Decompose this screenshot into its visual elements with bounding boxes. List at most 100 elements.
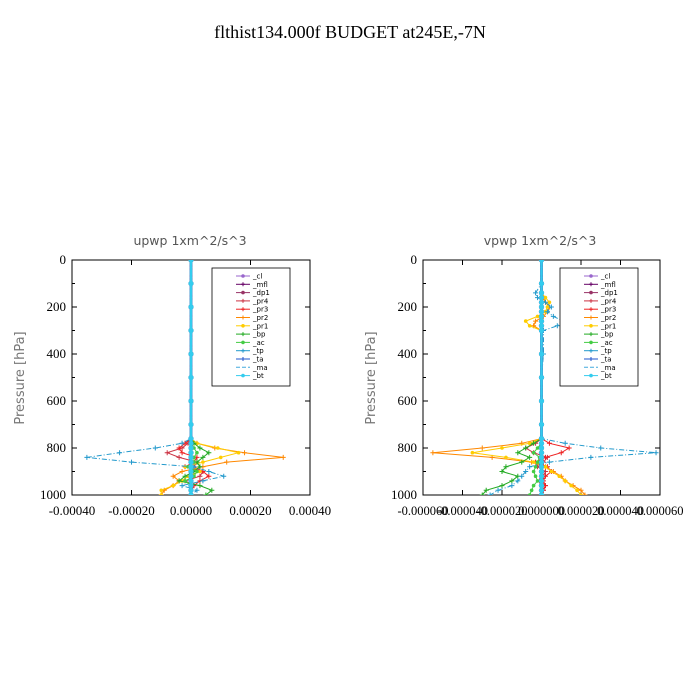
vpwp-series-bp-point <box>519 459 525 465</box>
upwp-series-pr2-point <box>224 459 230 465</box>
vpwp-series-pr1-point <box>470 450 475 455</box>
vpwp-series-tp-point <box>598 445 604 451</box>
legend-marker-pr1 <box>589 324 593 328</box>
vpwp-series-bt-point <box>538 436 545 442</box>
vpwp-xtick-label: 0.000060 <box>637 504 684 518</box>
vpwp-series-bt-point <box>538 374 545 381</box>
legend-label-pr3: _pr3 <box>252 306 268 314</box>
legend-marker-ac <box>241 340 245 345</box>
upwp-series-group <box>84 260 286 495</box>
legend-label-pr3: _pr3 <box>600 306 616 314</box>
vpwp-series-group <box>430 260 659 495</box>
upwp-series-pr1-point <box>198 469 202 474</box>
vpwp-series-tp-point <box>548 304 554 310</box>
vpwp-series-pr1-point <box>527 324 532 328</box>
upwp-series-tp-point <box>152 445 158 451</box>
vpwp-series-tp-point <box>562 440 568 446</box>
upwp-ytick-label: 600 <box>47 393 67 408</box>
vpwp-series-bt-point <box>538 492 545 495</box>
upwp-series-bt-point <box>188 483 194 489</box>
upwp-series-bt-point <box>188 304 194 310</box>
vpwp-series-bt-point <box>538 487 545 493</box>
vpwp-series-tp-line <box>489 260 657 495</box>
vpwp-series-bt-point <box>538 299 545 305</box>
legend-label-bp: _bp <box>600 331 614 339</box>
legend-label-tp: _tp <box>600 347 612 355</box>
upwp-ylabel: Pressure [hPa] <box>13 331 28 424</box>
legend-marker-bp <box>241 332 245 337</box>
vpwp-series-tp-point <box>550 313 556 319</box>
upwp-series-pr4-point <box>164 450 170 456</box>
vpwp-xtick-label: 0.000040 <box>597 504 644 518</box>
legend-label-pr4: _pr4 <box>252 297 269 305</box>
vpwp-ytick-label: 200 <box>398 299 418 314</box>
vpwp-series-ac-point <box>535 479 540 483</box>
upwp-series-bp-point <box>206 450 212 456</box>
vpwp-series-ac-point <box>535 460 540 464</box>
vpwp-ytick-label: 0 <box>411 252 418 267</box>
vpwp-legend-box <box>559 267 639 387</box>
vpwp-series-tp-point <box>554 323 560 329</box>
upwp-ytick-label: 1000 <box>40 487 66 502</box>
vpwp-series-pr2-point <box>533 318 539 324</box>
upwp-series-bt-point <box>188 260 194 263</box>
legend-marker-pr2 <box>589 315 593 320</box>
upwp-legend: _cl_mfl_dp1_pr4_pr3_pr2_pr1_bp_ac_tp_ta_… <box>211 267 291 387</box>
upwp-series-tp-point <box>179 483 185 489</box>
upwp-series-ac-point <box>195 450 199 455</box>
vpwp-series-bp-point <box>499 469 505 474</box>
legend-marker-cl <box>589 274 593 278</box>
legend-label-pr1: _pr1 <box>252 322 268 330</box>
upwp-xtick-label: -0.00040 <box>49 503 96 518</box>
upwp-series-tp-point <box>84 454 90 460</box>
upwp-series-pr4-point <box>197 473 203 479</box>
upwp-series-tp-point <box>129 459 134 465</box>
vpwp-series-pr1-point <box>545 305 550 309</box>
vpwp-series-bt-point <box>538 313 545 319</box>
legend-label-pr2: _pr2 <box>252 314 268 322</box>
legend-marker-tp <box>589 348 593 353</box>
vpwp-series-bt-point <box>538 478 545 484</box>
upwp-series-pr2-point <box>179 469 185 474</box>
legend-marker-ta <box>589 357 593 361</box>
vpwp-series-pr1-point <box>579 493 583 495</box>
vpwp-series-tp-point <box>544 309 550 315</box>
legend-marker-pr2 <box>241 315 245 320</box>
legend-marker-ac <box>589 340 593 345</box>
legend-label-pr4: _pr4 <box>600 297 617 305</box>
upwp-series-bt-point <box>188 492 194 495</box>
upwp-xtick-label: 0.00040 <box>289 503 331 518</box>
vpwp-series-bp-point <box>479 492 485 495</box>
upwp-series-bt-point <box>188 459 194 465</box>
vpwp-legend: _cl_mfl_dp1_pr4_pr3_pr2_pr1_bp_ac_tp_ta_… <box>559 267 639 387</box>
upwp-series-bt-point <box>188 454 194 460</box>
vpwp-xtick-label: -0.000020 <box>476 504 527 518</box>
vpwp-series-pr1-point <box>563 479 567 483</box>
upwp-series-bt-point <box>188 487 194 493</box>
legend-marker-bt <box>241 373 245 378</box>
legend-marker-pr4 <box>589 298 593 303</box>
upwp-series-ac-point <box>195 469 199 474</box>
vpwp-series-bt-point <box>538 351 545 357</box>
vpwp-series-tp-point <box>533 290 539 296</box>
vpwp-series-tp-point <box>509 483 515 489</box>
upwp-series-bt-point <box>188 473 194 479</box>
upwp-series-bt-point <box>188 436 194 442</box>
vpwp-series-pr3-point <box>566 445 572 451</box>
upwp-series-tp-point <box>117 450 123 456</box>
legend-label-ac: _ac <box>252 339 265 347</box>
vpwp-series-bt-point <box>538 450 545 456</box>
vpwp-ytick-label: 800 <box>398 440 418 455</box>
vpwp-series-bt-point <box>538 398 545 404</box>
upwp-series-bt-point <box>188 351 194 357</box>
vpwp-panel: vpwp 1xm^2/s^3 Pressure [hPa] 0 200 400 600… <box>364 233 683 518</box>
vpwp-series-bt-point <box>538 295 545 301</box>
vpwp-series-bt-point <box>538 459 545 465</box>
legend-marker-cl <box>241 274 245 278</box>
upwp-series-bp-point <box>197 464 203 470</box>
vpwp-series-pr1-point <box>527 441 532 446</box>
upwp-series-bp-point <box>197 445 203 451</box>
legend-label-bt: _bt <box>252 372 264 380</box>
vpwp-series-bp-point <box>527 454 533 460</box>
